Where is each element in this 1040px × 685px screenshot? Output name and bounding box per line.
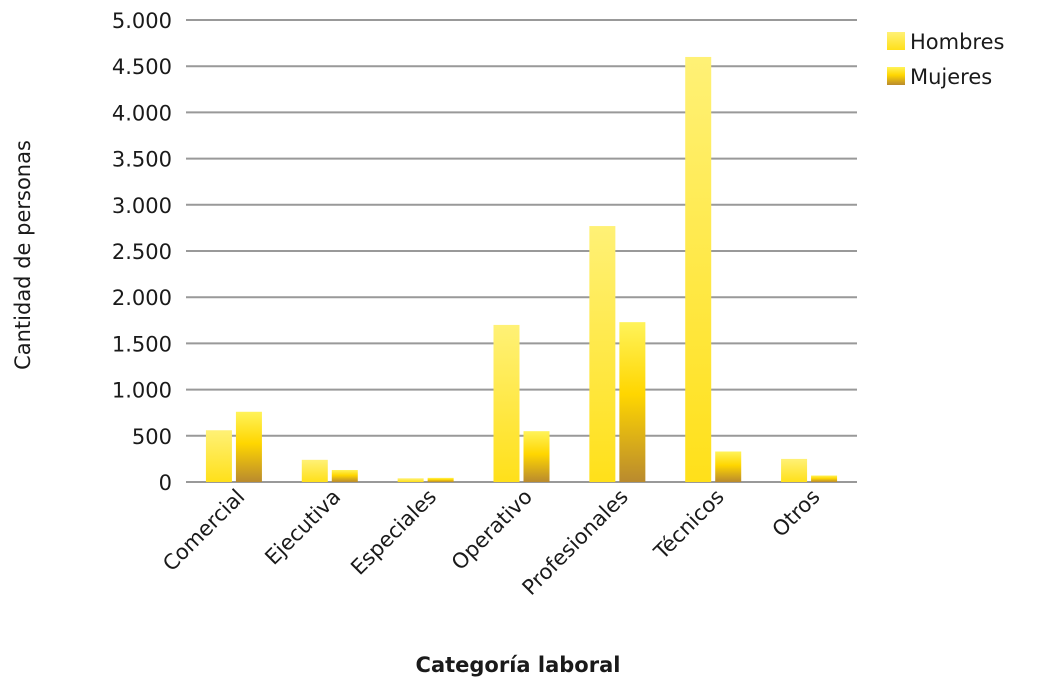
x-tick-label: Ejecutiva: [260, 485, 345, 570]
legend-label-mujeres: Mujeres: [910, 65, 992, 89]
bar-hombres-2: [397, 478, 424, 482]
y-axis-ticks: 0 500 1.000 1.500 2.000 2.500 3.000 3.500 4.000 4…: [112, 9, 172, 495]
y-tick-label: 1.000: [112, 379, 172, 403]
bar-mujeres-3: [523, 431, 550, 482]
gridlines: [186, 19, 857, 483]
x-tick-label: Especiales: [346, 485, 441, 580]
x-tick-label: Técnicos: [649, 485, 729, 565]
bar-hombres-6: [781, 458, 808, 482]
bar-mujeres-2: [427, 477, 454, 482]
y-tick-label: 2.500: [112, 240, 172, 264]
x-tick-label: Otros: [768, 485, 825, 542]
legend: Hombres Mujeres: [887, 30, 1004, 89]
bar-mujeres-4: [619, 322, 646, 482]
y-tick-label: 1.500: [112, 332, 172, 356]
y-tick-label: 2.000: [112, 286, 172, 310]
legend-label-hombres: Hombres: [910, 30, 1004, 54]
y-axis-title: Cantidad de personas: [11, 140, 35, 370]
bar-hombres-0: [205, 430, 232, 482]
y-tick-label: 500: [132, 425, 172, 449]
x-tick-label: Comercial: [158, 485, 249, 576]
x-tick-label: Operativo: [447, 485, 537, 575]
bar-hombres-5: [685, 56, 712, 483]
legend-swatch-mujeres: [887, 67, 905, 85]
bar-mujeres-5: [715, 451, 742, 482]
legend-swatch-hombres: [887, 32, 905, 50]
bar-hombres-1: [301, 459, 328, 482]
y-tick-label: 4.500: [112, 55, 172, 79]
y-tick-label: 3.000: [112, 194, 172, 218]
y-tick-label: 0: [159, 471, 172, 495]
y-tick-label: 5.000: [112, 9, 172, 33]
bar-mujeres-0: [235, 411, 262, 482]
bar-hombres-3: [493, 324, 520, 482]
y-tick-label: 3.500: [112, 148, 172, 172]
bar-hombres-4: [589, 226, 616, 482]
x-axis-ticks: Comercial Ejecutiva Especiales OperativoPro…: [158, 485, 824, 600]
y-tick-label: 4.000: [112, 101, 172, 125]
bars: [205, 56, 838, 483]
x-axis-title: Categoría laboral: [416, 653, 621, 677]
bar-mujeres-6: [811, 475, 838, 482]
bar-mujeres-1: [331, 469, 358, 482]
